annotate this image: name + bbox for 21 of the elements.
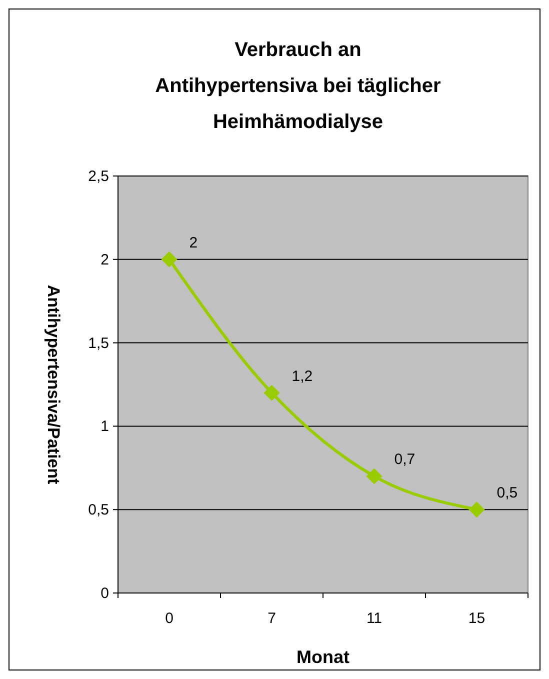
y-tick-label: 1,5 <box>88 334 109 352</box>
y-tick-label: 2 <box>100 251 109 268</box>
x-tick-label: 11 <box>366 610 382 627</box>
text: 1,2 <box>292 368 313 385</box>
point <box>264 384 280 401</box>
x-axis-title: Monat <box>296 647 350 667</box>
y-tick-label: 0 <box>100 585 109 602</box>
y-tick-label: 1 <box>100 418 109 436</box>
point <box>366 468 382 484</box>
text: 0,5 <box>496 484 518 502</box>
point <box>468 502 485 518</box>
x-tick-label: 0 <box>165 610 174 627</box>
x-tick-label: 15 <box>468 610 486 627</box>
chart-title: Verbrauch an Antihypertensiva bei täglicher Heimhämodialyse <box>155 39 442 133</box>
text: 2 <box>189 234 198 252</box>
y-axis-title: Antihypertensiva/Patient <box>44 284 63 484</box>
point <box>161 251 178 268</box>
y-tick-label: 0,5 <box>88 502 109 519</box>
text: 0,7 <box>394 451 416 468</box>
x-tick-label: 7 <box>268 610 276 627</box>
y-tick-label: 2,5 <box>88 168 109 185</box>
